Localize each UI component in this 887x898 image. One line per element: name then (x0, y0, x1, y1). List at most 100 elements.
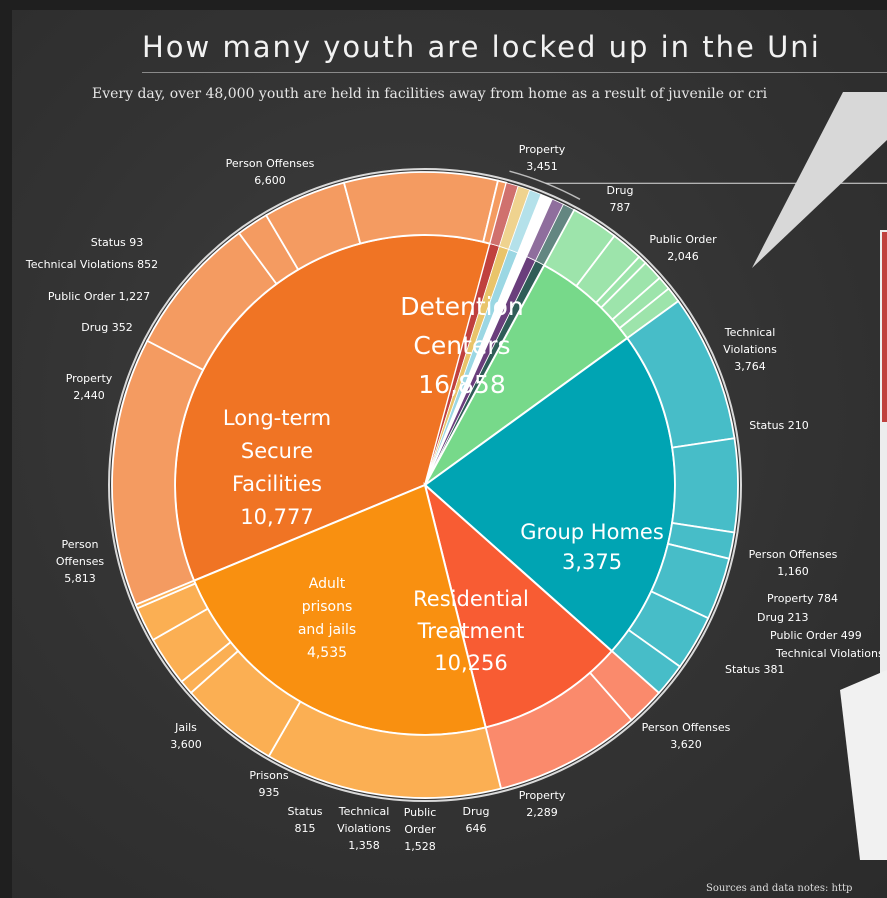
segment-label-line: 935 (259, 786, 280, 799)
category-label-line: 10,777 (240, 505, 313, 529)
segment-label: Property 784 (767, 592, 838, 605)
inner-ring (174, 234, 676, 736)
segment-label: Drug 213 (757, 611, 808, 624)
callout-card (840, 670, 887, 860)
segment-label: Status 93 (91, 236, 144, 249)
segment-label-line: Technical Violations 852 (25, 258, 158, 271)
segment-label: Property 3,451 (519, 143, 566, 173)
segment-label-line: Drug (607, 184, 634, 197)
segment-label-line: Status (287, 805, 322, 818)
segment-label-line: Public (404, 806, 437, 819)
outer-wedge (134, 579, 197, 610)
segment-label-line: Public Order 499 (770, 629, 862, 642)
category-label: Residential Treatment 10,256 (413, 587, 529, 675)
segment-label: Technical Violations 852 (25, 258, 158, 271)
category-label-line: Treatment (417, 619, 525, 643)
segment-label-line: Technical (338, 805, 390, 818)
category-label-line: Secure (241, 439, 313, 463)
sources-note: Sources and data notes: http (706, 883, 853, 894)
category-label-line: 10,256 (434, 651, 507, 675)
segment-label: Technical Violations 1,358 (337, 805, 391, 852)
category-label-line: Detention (400, 292, 524, 321)
chart-subtitle: Every day, over 48,000 youth are held in… (92, 86, 768, 102)
segment-label-line: Violations (723, 343, 777, 356)
segment-label-line: Drug 352 (81, 321, 132, 334)
segment-label-line: Status 381 (725, 663, 785, 676)
category-label-line: Facilities (232, 472, 322, 496)
segment-label: Person Offenses 5,813 (56, 538, 104, 585)
segment-label-line: Jails (174, 721, 197, 734)
segment-label-line: Technical Violations 338 (775, 647, 887, 660)
category-label-line: 3,375 (562, 550, 622, 574)
segment-label-line: Person (62, 538, 99, 551)
segment-label-line: 6,600 (254, 174, 286, 187)
segment-label-line: Violations (337, 822, 391, 835)
segment-label-line: Drug (463, 805, 490, 818)
segment-label-line: 1,528 (404, 840, 436, 853)
category-label-line: 4,535 (307, 645, 347, 661)
segment-label-line: 3,451 (526, 160, 558, 173)
category-label-line: Long-term (223, 406, 331, 430)
segment-label: Drug 646 (463, 805, 490, 835)
segment-label: Status 381 (725, 663, 785, 676)
category-label-line: Centers (413, 331, 510, 360)
callout-panel-bar (882, 232, 887, 422)
segment-label: Person Offenses 6,600 (226, 157, 315, 187)
category-label: Adult prisons and jails 4,535 (298, 576, 356, 661)
segment-label: Public Order 1,528 (404, 806, 437, 853)
segment-label: Prisons 935 (249, 769, 288, 799)
segment-label-line: 1,160 (777, 565, 809, 578)
segment-label-line: 2,289 (526, 806, 558, 819)
segment-label: Person Offenses 3,620 (642, 721, 731, 751)
segment-label: Property 2,289 (519, 789, 566, 819)
segment-label: Public Order 1,227 (48, 290, 150, 303)
segment-label: Status 815 (287, 805, 322, 835)
segment-label-line: 2,440 (73, 389, 105, 402)
title-divider (142, 72, 887, 73)
segment-label-line: Person Offenses (226, 157, 315, 170)
outer-wedge (671, 437, 739, 534)
segment-label-line: 787 (610, 201, 631, 214)
segment-label-line: Technical (724, 326, 776, 339)
segment-label-line: Property (66, 372, 113, 385)
category-label: Group Homes 3,375 (520, 520, 664, 574)
segment-label-line: Status 93 (91, 236, 144, 249)
category-label-line: Group Homes (520, 520, 664, 544)
segment-label-line: 5,813 (64, 572, 96, 585)
segment-label: Public Order 2,046 (649, 233, 717, 263)
segment-label-line: Public Order 1,227 (48, 290, 150, 303)
segment-label-line: Public Order (649, 233, 717, 246)
segment-label: Drug 352 (81, 321, 132, 334)
segment-label: Property 2,440 (66, 372, 113, 402)
chart-title: How many youth are locked up in the Uni (142, 30, 821, 64)
segment-label-line: Property (519, 789, 566, 802)
category-label-line: Residential (413, 587, 529, 611)
segment-label: Public Order 499 (770, 629, 862, 642)
segment-label-line: 646 (466, 822, 487, 835)
category-label-line: 16,858 (418, 370, 505, 399)
segment-label-line: Status 210 (749, 419, 809, 432)
segment-label-line: 3,764 (734, 360, 766, 373)
outer-wedge (342, 171, 500, 245)
segment-label-line: Property (519, 143, 566, 156)
segment-label-line: Person Offenses (749, 548, 838, 561)
segment-label: Technical Violations 338 (775, 647, 887, 660)
segment-label-line: Prisons (249, 769, 288, 782)
segment-label-line: Drug 213 (757, 611, 808, 624)
category-label: Long-term Secure Facilities 10,777 (223, 406, 331, 529)
segment-label: Status 210 (749, 419, 809, 432)
category-label-line: Adult (309, 576, 346, 592)
segment-label-line: 3,600 (170, 738, 202, 751)
segment-label-line: Offenses (56, 555, 104, 568)
segment-label: Technical Violations 3,764 (723, 326, 777, 373)
segment-label-line: 1,358 (348, 839, 380, 852)
segment-label-line: 3,620 (670, 738, 702, 751)
category-label-line: prisons (302, 599, 353, 615)
outer-ring (108, 168, 742, 802)
category-label-line: and jails (298, 622, 356, 638)
segment-label: Drug 787 (607, 184, 634, 214)
zoom-callout (509, 92, 887, 860)
chart-labels: Person Offenses 6,600 Property 3,451 Drug 787… (25, 143, 887, 853)
segment-label: Person Offenses 1,160 (749, 548, 838, 578)
